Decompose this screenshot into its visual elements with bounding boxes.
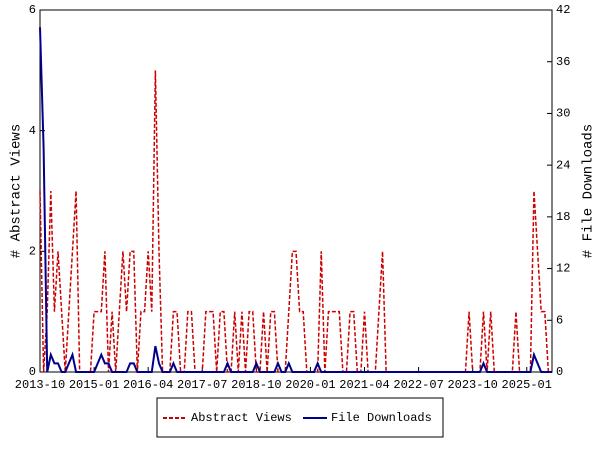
y-tick-label: 0	[29, 365, 36, 379]
y2-tick-label: 0	[556, 365, 563, 379]
x-tick-label: 2023-10	[447, 378, 497, 392]
y2-tick-label: 18	[556, 210, 570, 224]
y-axis-label: # Abstract Views	[9, 124, 25, 258]
series-line	[39, 27, 552, 373]
y2-tick-label: 36	[556, 55, 570, 69]
y2-axis-label: # File Downloads	[581, 124, 597, 258]
y-tick-label: 4	[29, 124, 36, 138]
legend-label: Abstract Views	[191, 411, 292, 425]
y2-tick-label: 12	[556, 262, 570, 276]
x-tick-label: 2018-10	[231, 378, 281, 392]
x-tick-label: 2025-01	[502, 378, 552, 392]
y-tick-label: 2	[29, 245, 36, 259]
x-tick-label: 2020-01	[285, 378, 335, 392]
x-tick-label: 2022-07	[393, 378, 443, 392]
legend-label: File Downloads	[331, 411, 432, 425]
y2-tick-label: 24	[556, 158, 570, 172]
x-tick-label: 2013-10	[15, 378, 65, 392]
plot-frame	[39, 9, 553, 373]
y-tick-label: 6	[29, 3, 36, 17]
legend	[156, 397, 444, 438]
x-tick-label: 2015-01	[69, 378, 119, 392]
x-tick-label: 2017-07	[177, 378, 227, 392]
series-line	[39, 70, 552, 373]
y2-tick-label: 42	[556, 3, 570, 17]
x-tick-label: 2016-04	[123, 378, 173, 392]
y2-tick-label: 6	[556, 313, 563, 327]
y2-tick-label: 30	[556, 107, 570, 121]
x-tick-label: 2021-04	[339, 378, 389, 392]
